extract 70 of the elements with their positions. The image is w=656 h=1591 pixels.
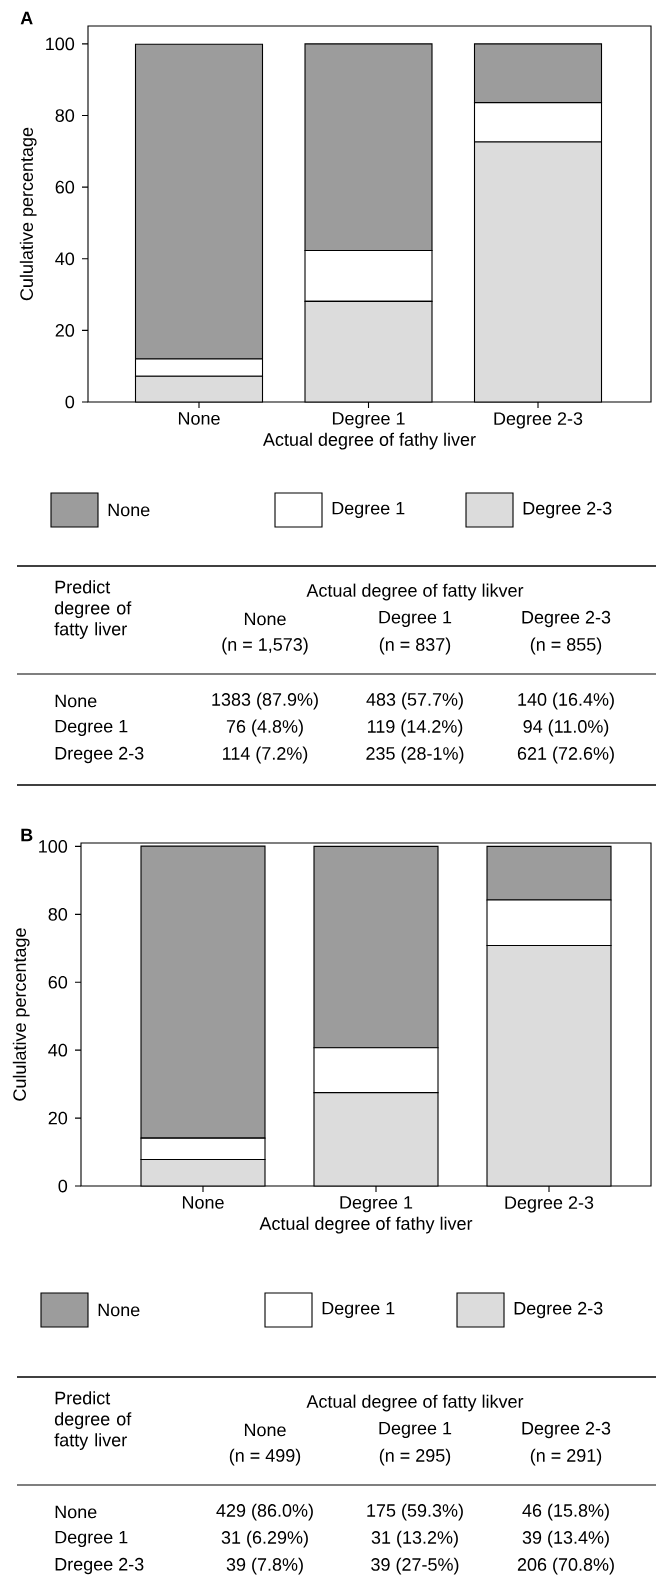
- text: (n = 1,573): [222, 637, 308, 655]
- x-tick-label: None: [178, 412, 220, 425]
- text: None: [244, 612, 286, 626]
- text: Predict degree of fatty liver: [54, 580, 132, 639]
- text: None: [55, 1505, 97, 1519]
- text: Actual degree of fatty likver: [306, 1394, 524, 1412]
- x-axis-title: Actual degree of fathy liver: [262, 432, 476, 450]
- legend-label: Degree 2-3: [523, 501, 612, 519]
- y-tick-label: 100: [46, 37, 75, 51]
- legend-label: Degree 2-3: [514, 1301, 603, 1319]
- y-tick-label: 20: [48, 1111, 68, 1125]
- text: Degree 2-3: [522, 1421, 611, 1439]
- text: 31 (6.29%): [221, 1530, 308, 1548]
- text: (n = 291): [530, 1448, 602, 1466]
- x-tick-label: Degree 1: [340, 1196, 413, 1213]
- text: 94 (11.0%): [523, 719, 609, 737]
- x-tick-label: None: [182, 1196, 224, 1209]
- text: 76 (4.8%): [226, 719, 303, 737]
- legend-label: None: [108, 503, 150, 517]
- y-tick-label: 60: [55, 180, 75, 194]
- text: 175 (59.3%): [367, 1503, 463, 1521]
- text: 1383 (87.9%): [212, 692, 318, 710]
- text: 46 (15.8%): [522, 1503, 609, 1521]
- text: 429 (86.0%): [216, 1503, 313, 1521]
- text: Predict degree of fatty liver: [54, 1391, 132, 1450]
- y-tick-label: 80: [48, 907, 68, 921]
- x-tick-label: Degree 2-3: [494, 412, 583, 429]
- text: Degree 1: [55, 1530, 128, 1548]
- text: (n = 295): [379, 1448, 451, 1466]
- text: (n = 837): [379, 637, 451, 655]
- text: 39 (27-5%): [371, 1557, 459, 1575]
- text: (n = 855): [530, 637, 602, 655]
- text: Degree 2-3: [522, 610, 611, 628]
- y-tick-label: 40: [48, 1043, 68, 1057]
- text: 140 (16.4%): [518, 692, 614, 710]
- y-tick-label: 80: [55, 109, 75, 122]
- x-axis-title: Actual degree of fathy liver: [259, 1216, 473, 1234]
- text: None: [244, 1423, 286, 1437]
- text: Degree 1: [55, 719, 128, 737]
- x-tick-label: Degree 1: [332, 412, 405, 429]
- y-tick-label: 40: [55, 252, 75, 266]
- text: 31 (13.2%): [371, 1530, 458, 1548]
- text: 39 (13.4%): [522, 1530, 609, 1548]
- legend-label: Degree 1: [322, 1301, 395, 1319]
- text: 621 (72.6%): [517, 746, 614, 764]
- chart-title: B: [21, 828, 33, 842]
- text: Degree 1: [379, 1421, 452, 1439]
- legend-label: Degree 1: [332, 501, 405, 519]
- text: 206 (70.8%): [517, 1557, 614, 1575]
- chart-title: A: [20, 11, 33, 25]
- x-tick-label: Degree 2-3: [505, 1196, 594, 1213]
- text: 119 (14.2%): [368, 719, 463, 737]
- text: None: [55, 694, 97, 708]
- text: 114 (7.2%): [223, 746, 308, 764]
- text: Degree 1: [379, 610, 452, 628]
- y-tick-label: 20: [55, 324, 75, 337]
- text: Dregee 2-3: [55, 1557, 144, 1575]
- text: 483 (57.7%): [366, 692, 463, 710]
- text: 235 (28-1%): [366, 746, 464, 764]
- text: Actual degree of fatty likver: [306, 583, 524, 601]
- y-axis-title: Cululative percentage: [19, 127, 37, 301]
- text: 39 (7.8%): [226, 1557, 303, 1575]
- y-tick-label: 0: [65, 395, 75, 409]
- text: (n = 499): [229, 1448, 301, 1466]
- legend-label: None: [98, 1303, 140, 1317]
- y-axis-title: Cululative percentage: [12, 928, 30, 1101]
- y-tick-label: 60: [48, 975, 68, 989]
- y-tick-label: 100: [39, 840, 68, 853]
- y-tick-label: 0: [58, 1179, 68, 1193]
- text: Dregee 2-3: [55, 746, 144, 764]
